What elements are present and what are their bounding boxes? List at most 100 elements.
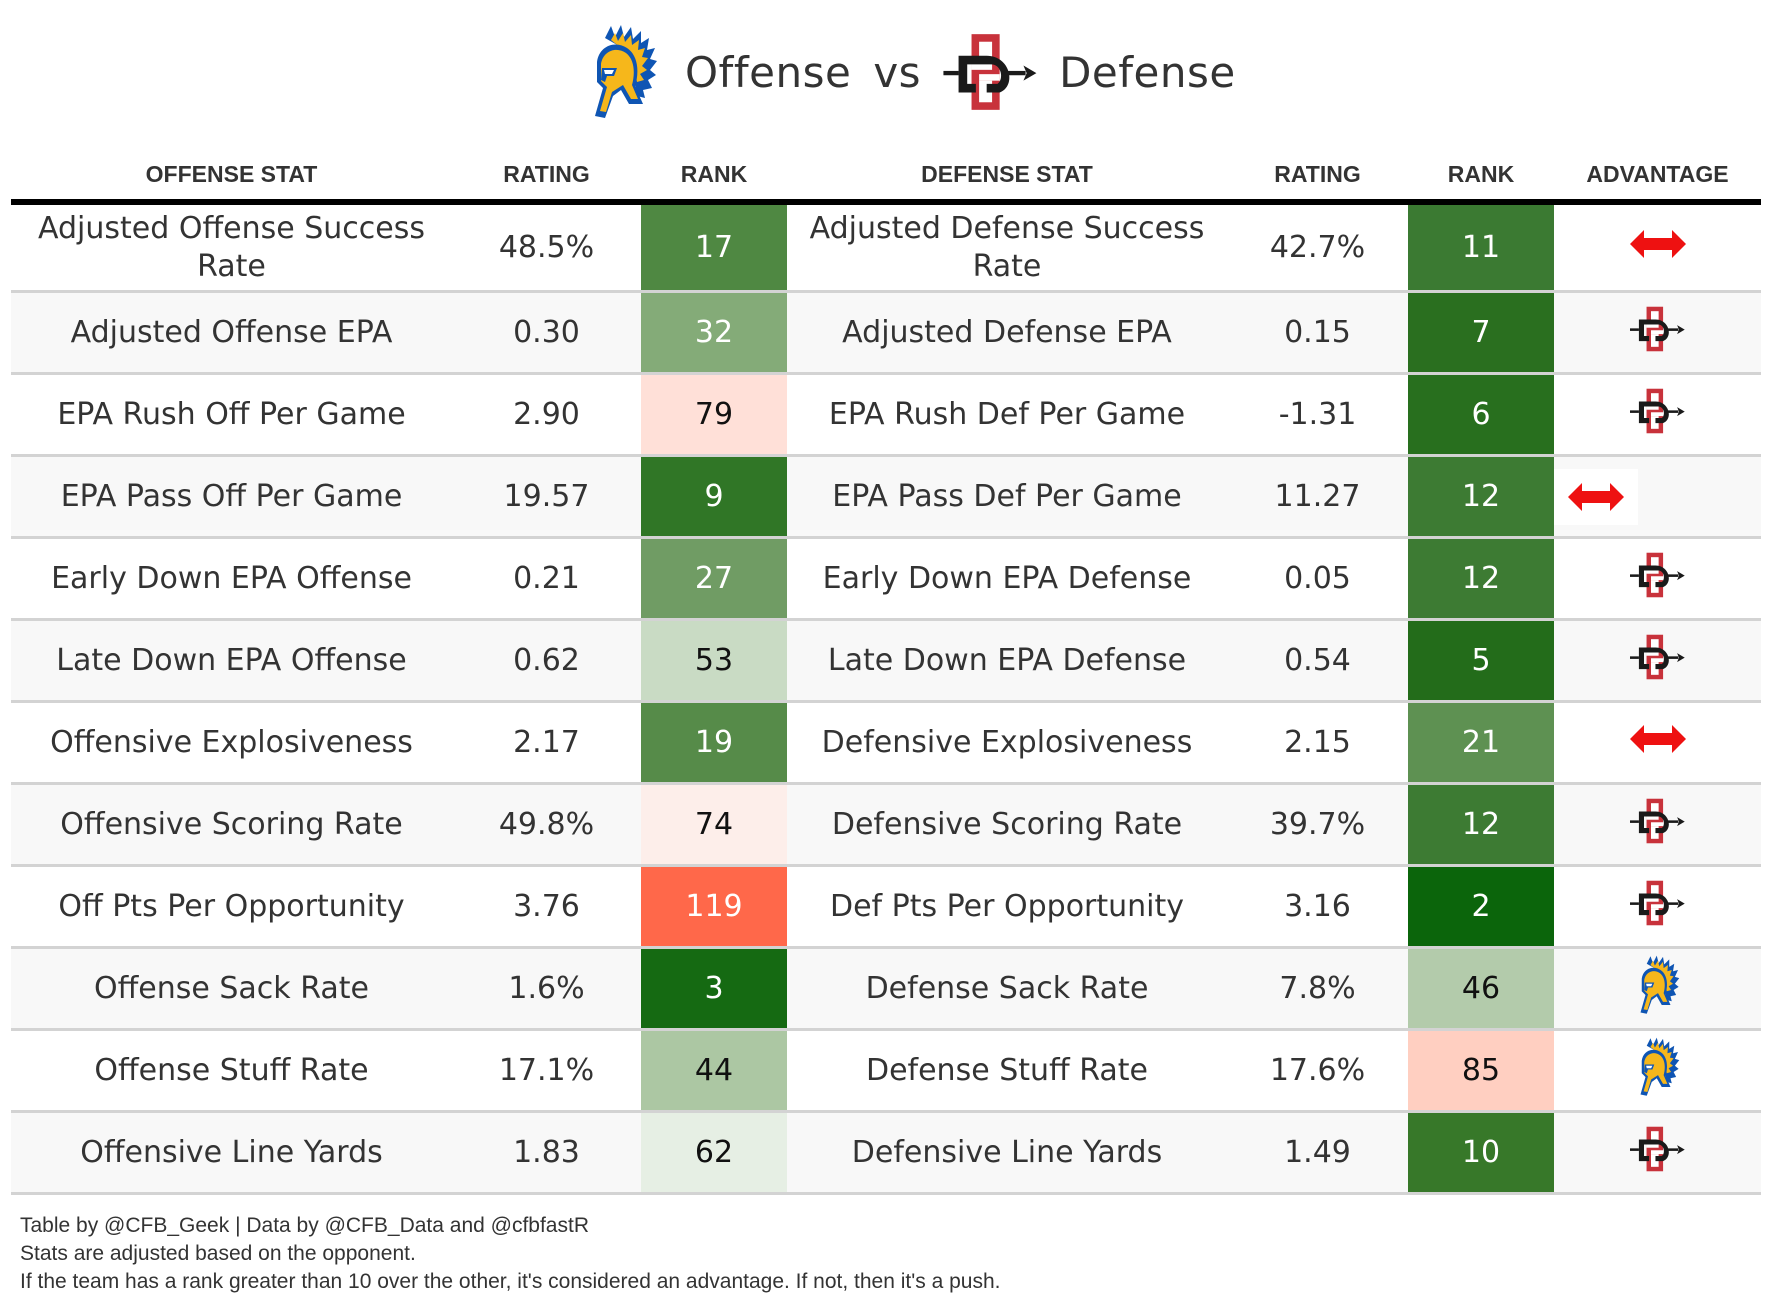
offense-stat-name: Adjusted Offense Success Rate (11, 202, 452, 293)
defense-stat-name: Adjusted Defense Success Rate (787, 202, 1227, 293)
defense-rating-value: 3.16 (1227, 865, 1408, 949)
table-row: Late Down EPA Offense 0.62 53 Late Down EPA… (11, 619, 1761, 703)
footer-advantage-rule: If the team has a rank greater than 10 o… (20, 1270, 1001, 1293)
offense-stat-name: Early Down EPA Offense (11, 537, 452, 621)
table-row: Adjusted Offense Success Rate 48.5% 17 Adju… (11, 202, 1761, 293)
defense-stat-name: Defensive Scoring Rate (787, 783, 1227, 867)
offense-stat-name: Offense Stuff Rate (11, 1029, 452, 1113)
defense-rank-cell: 12 (1408, 537, 1554, 621)
title-defense-word: Defense (1059, 47, 1236, 97)
offense-rank-cell: 74 (641, 783, 787, 867)
defense-rank-cell: 6 (1408, 373, 1554, 457)
table-row: Offensive Explosiveness 2.17 19 Defensive E… (11, 701, 1761, 785)
header-row: OFFENSE STAT RATING RANK DEFENSE STAT RA… (11, 150, 1761, 205)
defense-rating-value: 0.54 (1227, 619, 1408, 703)
offense-rating-value: 17.1% (452, 1029, 641, 1113)
offense-rank-cell: 19 (641, 701, 787, 785)
col-header-advantage: ADVANTAGE (1554, 150, 1761, 205)
sjsu-advantage-logo-icon (1635, 1037, 1681, 1097)
sdsu-advantage-logo-icon (1629, 551, 1686, 599)
sdsu-advantage-logo-icon (1629, 797, 1686, 845)
table-row: EPA Pass Off Per Game 19.57 9 EPA Pass Def … (11, 455, 1761, 539)
defense-stat-name: EPA Pass Def Per Game (787, 455, 1227, 539)
offense-rank-cell: 62 (641, 1111, 787, 1195)
defense-stat-name: Defense Stuff Rate (787, 1029, 1227, 1113)
defense-stat-name: Adjusted Defense EPA (787, 291, 1227, 375)
offense-stat-name: Late Down EPA Offense (11, 619, 452, 703)
col-header-offense-stat: OFFENSE STAT (11, 150, 452, 205)
defense-rating-value: 0.15 (1227, 291, 1408, 375)
advantage-cell (1554, 783, 1761, 867)
table-row: Offensive Scoring Rate 49.8% 74 Defensive S… (11, 783, 1761, 867)
offense-rating-value: 48.5% (452, 202, 641, 293)
col-header-offense-rank: RANK (641, 150, 787, 205)
col-header-defense-stat: DEFENSE STAT (787, 150, 1227, 205)
defense-stat-name: EPA Rush Def Per Game (787, 373, 1227, 457)
offense-rating-value: 0.21 (452, 537, 641, 621)
table-row: EPA Rush Off Per Game 2.90 79 EPA Rush Def … (11, 373, 1761, 457)
sdsu-advantage-logo-icon (1629, 879, 1686, 927)
footer-credit: Table by @CFB_Geek | Data by @CFB_Data a… (20, 1214, 589, 1237)
offense-rating-value: 1.83 (452, 1111, 641, 1195)
defense-rank-cell: 10 (1408, 1111, 1554, 1195)
offense-rank-cell: 32 (641, 291, 787, 375)
sjsu-advantage-logo-icon (1635, 955, 1681, 1015)
offense-stat-name: EPA Rush Off Per Game (11, 373, 452, 457)
advantage-cell (1554, 619, 1761, 703)
offense-rank-cell: 44 (641, 1029, 787, 1113)
offense-rating-value: 0.30 (452, 291, 641, 375)
defense-stat-name: Defensive Line Yards (787, 1111, 1227, 1195)
defense-stat-name: Early Down EPA Defense (787, 537, 1227, 621)
advantage-cell (1554, 947, 1761, 1031)
advantage-cell (1554, 202, 1761, 293)
advantage-cell (1554, 1029, 1761, 1113)
col-header-offense-rating: RATING (452, 150, 641, 205)
advantage-cell (1554, 373, 1761, 457)
sdsu-advantage-logo-icon (1629, 1125, 1686, 1173)
offense-rank-cell: 79 (641, 373, 787, 457)
table-row: Adjusted Offense EPA 0.30 32 Adjusted Defen… (11, 291, 1761, 375)
offense-rank-cell: 53 (641, 619, 787, 703)
defense-rating-value: 42.7% (1227, 202, 1408, 293)
offense-rank-cell: 27 (641, 537, 787, 621)
defense-rank-cell: 11 (1408, 202, 1554, 293)
table-row: Off Pts Per Opportunity 3.76 119 Def Pts Pe… (11, 865, 1761, 949)
offense-rating-value: 3.76 (452, 865, 641, 949)
offense-rank-cell: 17 (641, 202, 787, 293)
offense-stat-name: Off Pts Per Opportunity (11, 865, 452, 949)
sdsu-advantage-logo-icon (1629, 633, 1686, 681)
offense-rating-value: 49.8% (452, 783, 641, 867)
offense-rating-value: 1.6% (452, 947, 641, 1031)
advantage-cell (1554, 455, 1761, 539)
defense-rank-cell: 7 (1408, 291, 1554, 375)
footer-adjustment-note: Stats are adjusted based on the opponent… (20, 1242, 416, 1265)
offense-rating-value: 19.57 (452, 455, 641, 539)
offense-stat-name: Offense Sack Rate (11, 947, 452, 1031)
defense-rating-value: 39.7% (1227, 783, 1408, 867)
defense-rating-value: 11.27 (1227, 455, 1408, 539)
footer-notes: Table by @CFB_Geek | Data by @CFB_Data a… (20, 1212, 1000, 1296)
defense-rating-value: -1.31 (1227, 373, 1408, 457)
offense-stat-name: Adjusted Offense EPA (11, 291, 452, 375)
advantage-cell (1554, 865, 1761, 949)
advantage-cell (1554, 537, 1761, 621)
defense-rank-cell: 21 (1408, 701, 1554, 785)
table-row: Offense Sack Rate 1.6% 3 Defense Sack Rate 7… (11, 947, 1761, 1031)
offense-rank-cell: 3 (641, 947, 787, 1031)
col-header-defense-rating: RATING (1227, 150, 1408, 205)
defense-rating-value: 0.05 (1227, 537, 1408, 621)
defense-rating-value: 17.6% (1227, 1029, 1408, 1113)
col-header-defense-rank: RANK (1408, 150, 1554, 205)
offense-rank-cell: 9 (641, 455, 787, 539)
table-row: Offensive Line Yards 1.83 62 Defensive Line… (11, 1111, 1761, 1195)
title-offense-word: Offense (685, 47, 852, 97)
defense-stat-name: Def Pts Per Opportunity (787, 865, 1227, 949)
sdsu-advantage-logo-icon (1629, 305, 1686, 353)
title-vs-word: vs (873, 47, 922, 97)
advantage-cell (1554, 291, 1761, 375)
offense-rating-value: 2.17 (452, 701, 641, 785)
matchup-table: OFFENSE STAT RATING RANK DEFENSE STAT RA… (11, 150, 1761, 1195)
push-double-arrow-icon (1554, 468, 1638, 525)
sjsu-spartan-logo-icon (595, 25, 657, 118)
defense-rank-cell: 12 (1408, 455, 1554, 539)
